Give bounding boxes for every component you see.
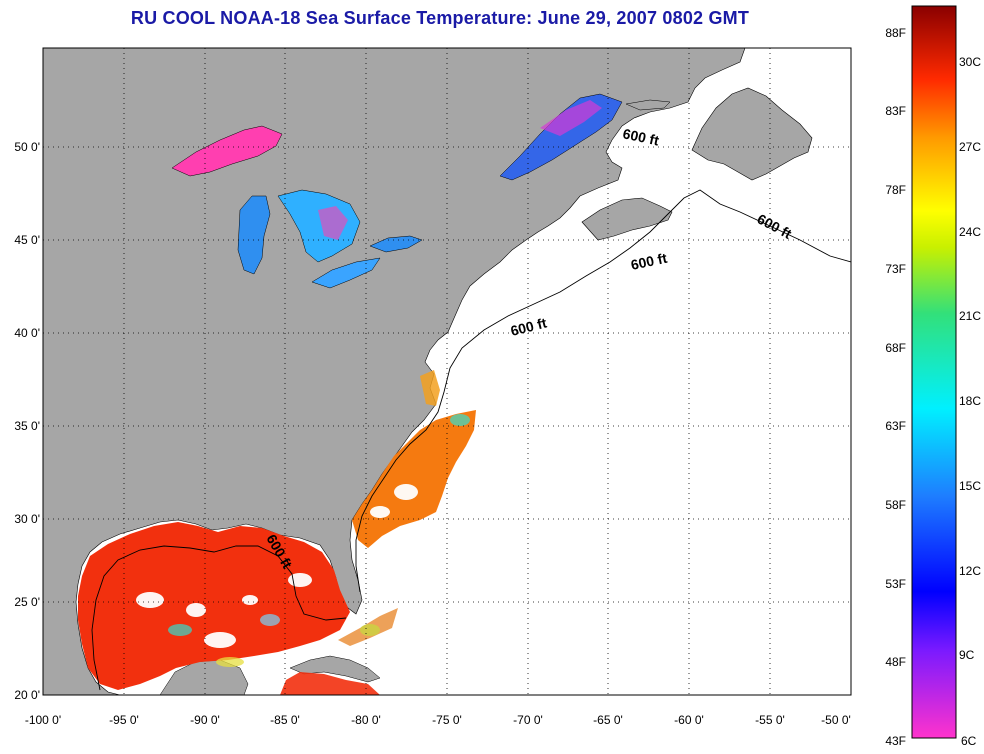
lat-tick: 50 0' <box>14 140 40 154</box>
lon-tick: -60 0' <box>674 713 704 727</box>
lat-tick: 30 0' <box>14 512 40 526</box>
colorbar-c-label: 27C <box>959 140 981 154</box>
lake-michigan <box>237 195 271 275</box>
lon-tick-labels: -100 0' -95 0' -90 0' -85 0' -80 0' -75 … <box>25 713 851 727</box>
lat-tick: 40 0' <box>14 326 40 340</box>
colorbar-f-label: 43F <box>885 734 906 748</box>
isobath-label: 600 ft <box>621 125 660 148</box>
land-cuba <box>289 655 381 683</box>
map-frame <box>42 47 852 696</box>
lon-tick: -100 0' <box>25 713 61 727</box>
colorbar-c-label: 30C <box>959 55 981 69</box>
colorbar-f-label: 78F <box>885 183 906 197</box>
lon-tick: -80 0' <box>351 713 381 727</box>
colorbar <box>911 5 957 739</box>
colorbar-celsius-labels: 30C 27C 24C 21C 18C 15C 12C 9C 6C <box>959 55 981 748</box>
colorbar-f-label: 83F <box>885 104 906 118</box>
colorbar-c-label: 18C <box>959 394 981 408</box>
lon-tick: -85 0' <box>270 713 300 727</box>
lake-huron <box>277 189 361 263</box>
isobath-label: 600 ft <box>629 250 668 273</box>
lon-tick: -90 0' <box>190 713 220 727</box>
lat-tick: 25 0' <box>14 595 40 609</box>
coastal-patch-carolina <box>420 370 440 406</box>
lake-huron-core <box>318 206 348 240</box>
colorbar-c-label: 15C <box>959 479 981 493</box>
colorbar-f-label: 73F <box>885 262 906 276</box>
colorbar-f-label: 53F <box>885 577 906 591</box>
cloud-patches <box>136 484 418 648</box>
colorbar-c-label: 9C <box>959 648 975 662</box>
lon-tick: -75 0' <box>432 713 462 727</box>
colorbar-f-label: 88F <box>885 26 906 40</box>
lon-tick: -50 0' <box>821 713 851 727</box>
colorbar-c-label: 6C <box>961 734 977 748</box>
colorbar-f-label: 58F <box>885 498 906 512</box>
lat-tick: 45 0' <box>14 233 40 247</box>
colorbar-c-label: 21C <box>959 309 981 323</box>
land-nova-scotia <box>581 197 673 241</box>
colorbar-f-label: 68F <box>885 341 906 355</box>
gulf-of-mexico-sst <box>78 522 350 690</box>
lat-tick: 20 0' <box>14 688 40 702</box>
lon-tick: -70 0' <box>513 713 543 727</box>
land-anticosti <box>625 99 671 111</box>
colorbar-f-label: 63F <box>885 419 906 433</box>
colorbar-fahrenheit-labels: 88F 83F 78F 73F 68F 63F 58F 53F 48F 43F <box>885 26 906 748</box>
lon-tick: -95 0' <box>109 713 139 727</box>
isobath-600ft <box>355 189 851 593</box>
colorbar-c-label: 12C <box>959 564 981 578</box>
lon-tick: -65 0' <box>593 713 623 727</box>
lat-tick-labels: 20 0' 25 0' 30 0' 35 0' 40 0' 45 0' 50 0… <box>14 140 40 702</box>
lake-superior <box>171 125 283 177</box>
st-lawrence-core <box>540 100 602 136</box>
lat-tick: 35 0' <box>14 419 40 433</box>
caribbean-sst <box>280 672 380 695</box>
isobath-600ft-gulf <box>91 545 347 691</box>
lake-erie <box>311 257 381 289</box>
colorbar-f-label: 48F <box>885 655 906 669</box>
map-title: RU COOL NOAA-18 Sea Surface Temperature:… <box>130 8 750 28</box>
colorbar-c-label: 24C <box>959 225 981 239</box>
land-newfoundland <box>691 87 813 181</box>
lon-tick: -55 0' <box>755 713 785 727</box>
greenish-patches <box>168 414 470 667</box>
